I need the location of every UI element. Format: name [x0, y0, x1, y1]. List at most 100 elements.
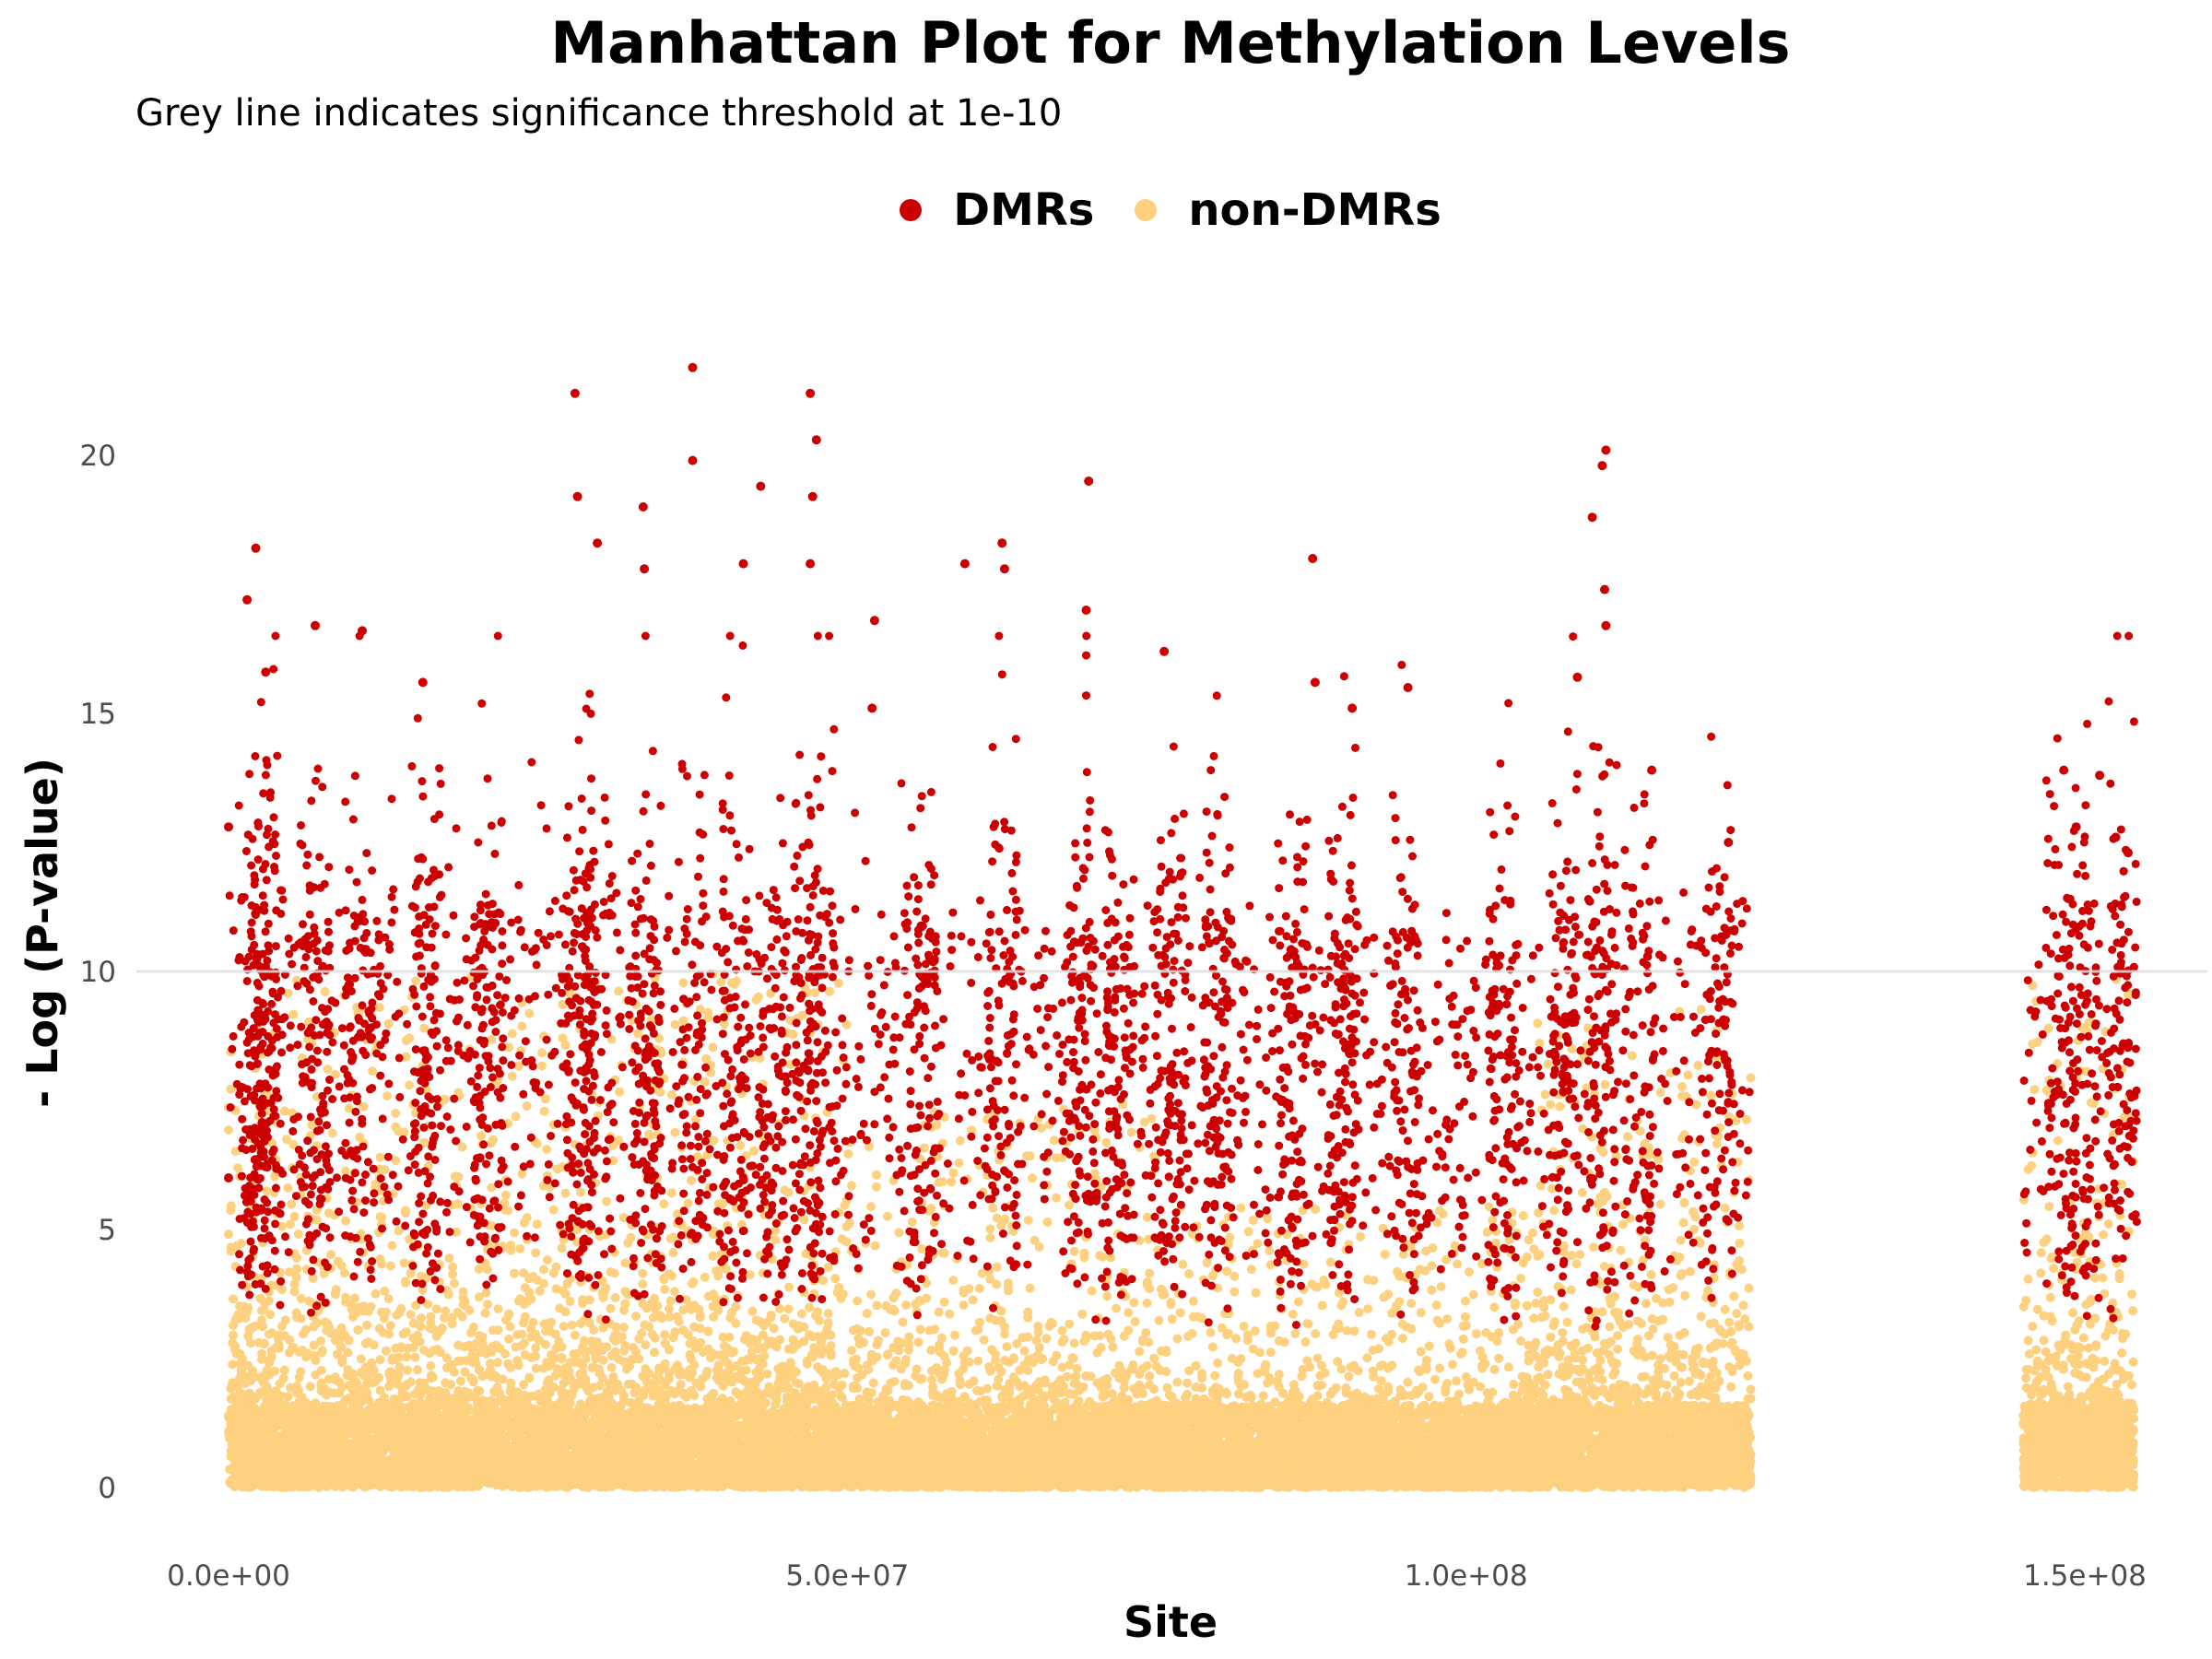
non-dmr-point	[898, 1317, 908, 1327]
non-dmr-point	[602, 1342, 612, 1352]
non-dmr-point	[660, 1285, 670, 1294]
non-dmr-point	[780, 1313, 790, 1324]
non-dmr-point	[560, 1188, 571, 1198]
non-dmr-point	[504, 1334, 514, 1344]
non-dmr-point	[865, 1326, 874, 1336]
non-dmr-point	[660, 1359, 670, 1369]
non-dmr-point	[316, 1365, 326, 1375]
non-dmr-point	[229, 1330, 238, 1340]
non-dmr-point	[353, 1324, 363, 1335]
non-dmr-point	[385, 1261, 395, 1271]
non-dmr-point	[506, 1245, 516, 1255]
non-dmr-point	[695, 1310, 705, 1320]
legend-marker-dmrs	[900, 199, 923, 221]
non-dmr-point	[695, 1324, 705, 1334]
non-dmr-point	[559, 1322, 569, 1332]
non-dmr-point	[631, 1382, 641, 1393]
non-dmr-point	[296, 1367, 306, 1377]
non-dmr-point	[847, 1181, 856, 1191]
chart-title: Manhattan Plot for Methylation Levels	[0, 9, 2212, 76]
non-dmr-point	[653, 1300, 663, 1311]
non-dmr-point	[251, 1321, 261, 1331]
non-dmr-point	[805, 1302, 815, 1312]
non-dmr-point	[864, 1365, 873, 1374]
non-dmr-point	[444, 1253, 454, 1264]
non-dmr-point	[270, 1366, 280, 1376]
non-dmr-point	[796, 1309, 806, 1319]
non-dmr-point	[638, 1268, 648, 1278]
non-dmr-point	[735, 1140, 746, 1150]
non-dmr-point	[477, 1332, 488, 1342]
non-dmr-point	[576, 1187, 585, 1197]
non-dmr-point	[517, 1021, 527, 1031]
non-dmr-point	[520, 1312, 530, 1322]
non-dmr-point	[538, 1278, 548, 1288]
non-dmr-point	[678, 978, 688, 988]
non-dmr-point	[394, 1371, 404, 1381]
non-dmr-point	[610, 1293, 620, 1303]
non-dmr-point	[243, 1303, 253, 1312]
non-dmr-point	[228, 1359, 238, 1370]
non-dmr-point	[703, 1326, 713, 1336]
non-dmr-point	[813, 1307, 823, 1317]
non-dmr-point	[257, 1348, 266, 1359]
non-dmr-point	[602, 1196, 612, 1206]
non-dmr-point	[708, 1042, 718, 1053]
non-dmr-point	[759, 1351, 770, 1360]
non-dmr-point	[323, 1065, 333, 1075]
non-dmr-point	[702, 1366, 712, 1376]
non-dmr-point	[391, 1108, 401, 1118]
non-dmr-point	[815, 1315, 824, 1325]
non-dmr-point	[449, 1278, 459, 1288]
legend-item-dmrs: DMRs	[900, 184, 1094, 236]
non-dmr-point	[703, 1007, 713, 1018]
non-dmr-point	[548, 1205, 559, 1215]
non-dmr-point	[226, 1084, 236, 1094]
non-dmr-point	[317, 1346, 327, 1356]
non-dmr-point	[729, 1347, 738, 1357]
non-dmr-point	[843, 1148, 853, 1159]
non-dmr-point	[259, 1304, 269, 1314]
non-dmr-point	[826, 1330, 836, 1340]
non-dmr-point	[449, 1367, 459, 1377]
non-dmr-point	[510, 1228, 519, 1238]
non-dmr-point	[457, 1142, 467, 1152]
non-dmr-point	[503, 1206, 513, 1216]
non-dmr-point	[468, 1323, 478, 1333]
non-dmr-point	[406, 1310, 416, 1320]
non-dmr-point	[589, 1325, 599, 1335]
non-dmr-point	[660, 1330, 670, 1340]
non-dmr-point	[617, 1332, 627, 1342]
non-dmr-point	[700, 1272, 710, 1282]
non-dmr-point	[901, 1300, 912, 1310]
non-dmr-point	[547, 1317, 556, 1327]
non-dmr-point	[288, 1009, 299, 1019]
non-dmr-point	[683, 1198, 693, 1208]
non-dmr-point	[453, 1199, 463, 1209]
non-dmr-point	[844, 1218, 854, 1229]
non-dmr-point	[560, 1040, 571, 1050]
non-dmr-point	[531, 1351, 541, 1361]
non-dmr-point	[287, 1199, 297, 1209]
non-dmr-point	[362, 1320, 372, 1330]
non-dmr-point	[453, 1172, 464, 1182]
non-dmr-point	[823, 1309, 833, 1319]
non-dmr-point	[316, 1336, 326, 1347]
non-dmr-point	[638, 1279, 648, 1289]
non-dmr-point	[245, 1338, 255, 1348]
non-dmr-point	[542, 1145, 552, 1154]
non-dmr-point	[889, 1376, 900, 1386]
non-dmr-point	[481, 1288, 491, 1298]
non-dmr-point	[507, 1071, 517, 1081]
non-dmr-point	[537, 1048, 547, 1058]
non-dmr-point	[511, 1112, 521, 1122]
non-dmr-point	[560, 1307, 571, 1317]
non-dmr-point	[731, 1318, 741, 1328]
non-dmr-point	[405, 1033, 415, 1043]
non-dmr-point	[837, 1380, 847, 1390]
non-dmr-point	[356, 1354, 366, 1364]
non-dmr-point	[862, 1309, 872, 1319]
non-dmr-point	[382, 1091, 393, 1101]
non-dmr-point	[620, 1258, 630, 1268]
